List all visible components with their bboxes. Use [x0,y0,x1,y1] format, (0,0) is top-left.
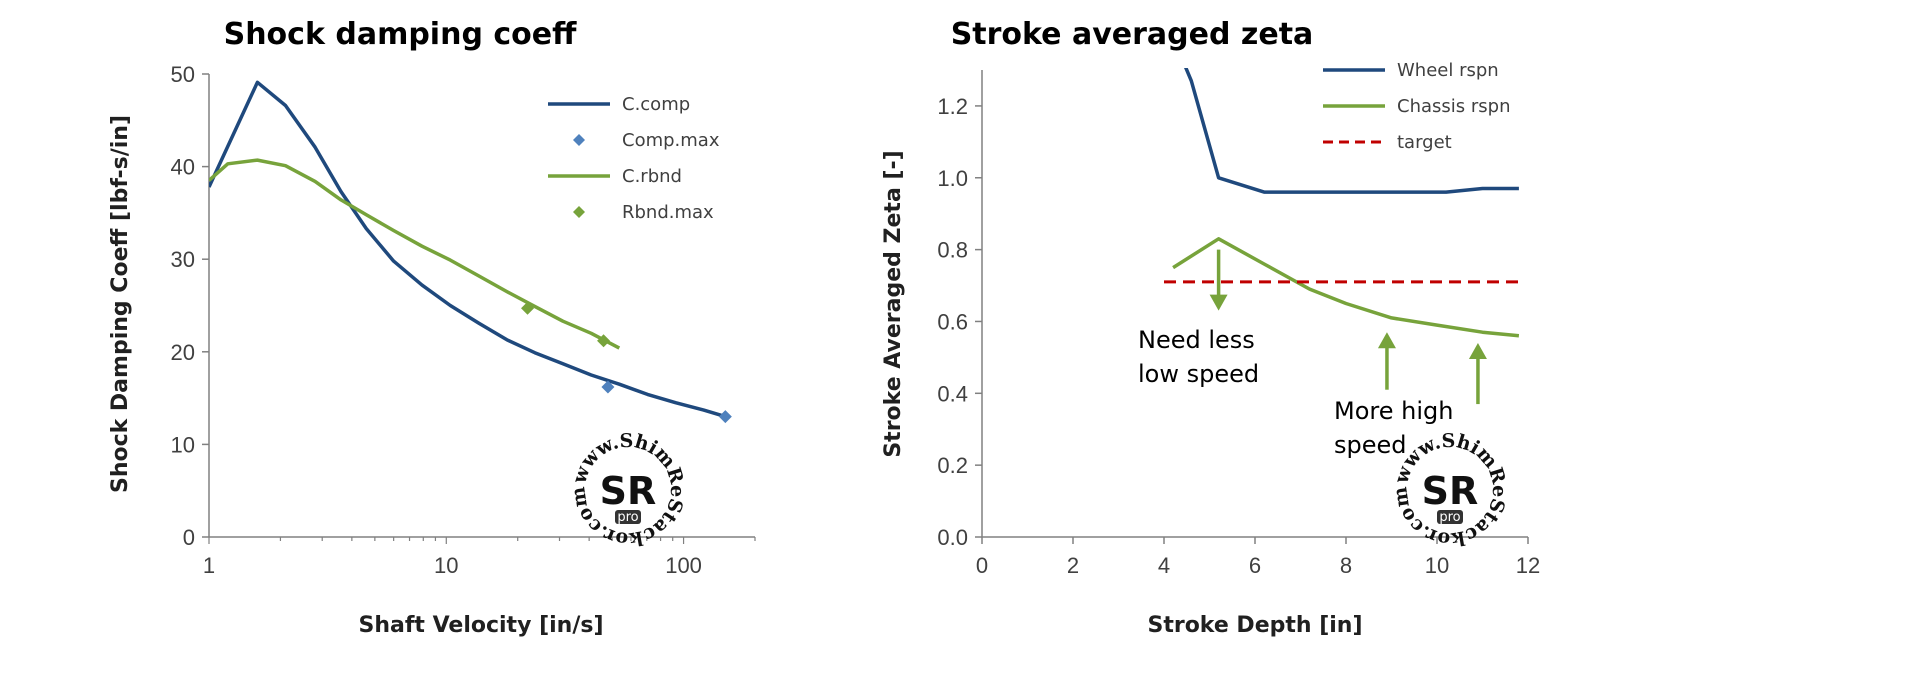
y-tick-label: 1.2 [937,94,968,119]
annotation-text: More high [1334,397,1453,425]
line-chassis-rspn [1172,237,1520,338]
y-tick-label: 40 [171,155,195,180]
chart1-y-ticks: 0 10 20 30 40 50 [171,62,209,550]
chart2-x-ticks: 0 2 4 6 8 10 12 [976,537,1540,578]
chart2-series [1164,68,1520,338]
chart1-title: Shock damping coeff [224,17,578,52]
legend-label: C.rbnd [622,166,682,187]
x-tick-label: 10 [434,553,458,578]
legend-label: Comp.max [622,130,720,151]
y-tick-label: 0 [183,525,195,550]
annotation-3 [1468,343,1487,405]
watermark-sr: SR [1422,469,1479,513]
x-tick-label: 100 [665,553,702,578]
marker-comp-max [718,410,732,424]
marker-comp-max [601,380,615,394]
plot-area [209,80,732,424]
annotation-arrow-head [1468,343,1487,360]
x-tick-label: 0 [976,553,988,578]
legend-item-chassis-rspn: Chassis rspn [1323,96,1510,117]
y-tick-label: 1.0 [937,166,968,191]
line-c-rbnd [209,158,621,350]
legend-item-comp-max: Comp.max [573,130,720,151]
legend-label: Chassis rspn [1397,96,1510,117]
x-tick-label: 4 [1158,553,1170,578]
chart2-y-ticks: 0.0 0.2 0.4 0.6 0.8 1.0 1.2 [937,94,982,550]
watermark-logo-left: www.ShimReStackor.com SR pro [567,430,688,551]
y-tick-label: 0.8 [937,238,968,263]
watermark-sr: SR [600,469,657,513]
legend-item-rbnd-max: Rbnd.max [573,202,714,223]
chart2-x-axis-label: Stroke Depth [in] [1147,613,1362,638]
legend-item-wheel-rspn: Wheel rspn [1323,60,1499,81]
watermark-logo-right: www.ShimReStackor.com SR pro [1389,430,1510,551]
chart1-axes [208,74,755,538]
watermark-pro: pro [617,510,638,525]
x-tick-label: 1 [203,553,215,578]
x-tick-label: 10 [1425,553,1449,578]
x-tick-label: 6 [1249,553,1261,578]
plot-area [1164,68,1520,338]
y-tick-label: 0.4 [937,381,968,406]
chart1-x-ticks: 1 10 100 [203,537,756,578]
legend-item-c-comp: C.comp [548,94,690,115]
watermark-badge [1437,510,1463,524]
chart-stroke-zeta: Stroke averaged zeta 0.0 0.2 0.4 0.6 0.8 1.0 1… [881,17,1540,638]
chart1-y-axis-label: Shock Damping Coeff [lbf-s/in] [108,115,133,493]
marker-rbnd-max [597,334,611,348]
x-tick-label: 8 [1340,553,1352,578]
legend-swatch [573,206,585,218]
y-tick-label: 0.6 [937,309,968,334]
y-tick-label: 50 [171,62,195,87]
x-tick-label: 12 [1516,553,1540,578]
marker-rbnd-max [521,301,535,315]
annotation-text: low speed [1138,360,1259,388]
annotation-text: Need less [1138,326,1255,354]
y-tick-label: 10 [171,432,195,457]
chart-shock-damping: Shock damping coeff 0 10 20 30 40 50 1 10 100 S… [108,17,756,638]
y-tick-label: 0.0 [937,525,968,550]
watermark-pro: pro [1439,510,1460,525]
legend-label: target [1397,132,1452,153]
chart2-title: Stroke averaged zeta [951,17,1314,52]
y-tick-label: 20 [171,340,195,365]
legend-swatch [573,134,585,146]
annotation-2: More high speed [1334,332,1453,459]
legend-item-c-rbnd: C.rbnd [548,166,682,187]
chart2-y-axis-label: Stroke Averaged Zeta [-] [881,150,906,457]
legend-label: Rbnd.max [622,202,714,223]
chart1-series [209,80,732,424]
chart2-legend: Wheel rspn Chassis rspn target [1323,60,1510,153]
annotation-arrow-head [1377,332,1396,349]
chart1-legend: C.comp Comp.max C.rbnd Rbnd.max [548,94,720,223]
line-c-comp [209,80,726,419]
chart2-annotations: Need less low speed More high speed [1138,249,1487,459]
annotation-1: Need less low speed [1138,249,1259,388]
y-tick-label: 30 [171,247,195,272]
watermark-badge [615,510,641,524]
annotation-arrow-head [1209,294,1228,311]
annotation-text: speed [1334,431,1407,459]
legend-label: C.comp [622,94,690,115]
line-wheel-rspn [1184,68,1519,194]
legend-label: Wheel rspn [1397,60,1499,81]
y-tick-label: 0.2 [937,453,968,478]
chart1-x-axis-label: Shaft Velocity [in/s] [358,613,603,638]
legend-item-target: target [1323,132,1452,153]
x-tick-label: 2 [1067,553,1079,578]
